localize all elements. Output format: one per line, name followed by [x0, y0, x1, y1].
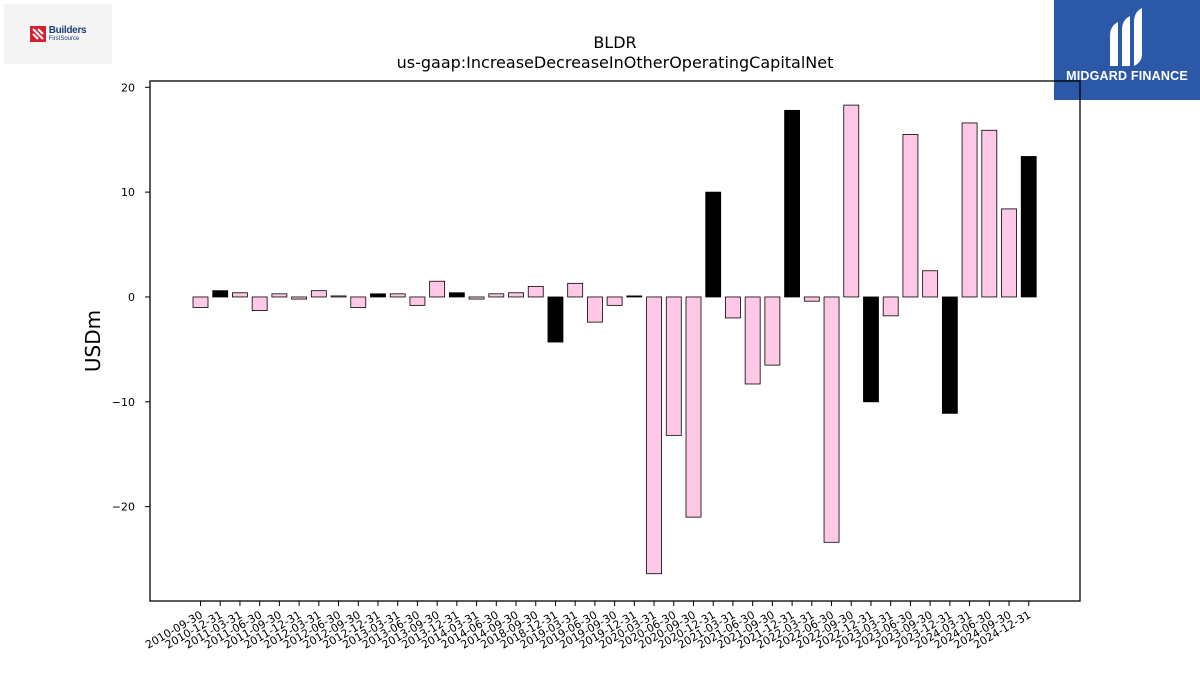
bar-2011-09-30 [271, 293, 288, 298]
bar-2013-03-31 [389, 293, 406, 298]
bar-2021-12-31 [784, 109, 800, 298]
y-axis-ticks: 20 10 0 −10 −20 [112, 81, 150, 514]
builders-firstsource-logo-icon [29, 26, 46, 42]
chart-subtitle: us-gaap:IncreaseDecreaseInOtherOperating… [397, 53, 834, 72]
bar-2024-06-30 [981, 129, 998, 298]
bar-2012-03-31 [310, 290, 327, 298]
bar-2020-03-31 [646, 296, 662, 575]
bar-2024-09-30 [1001, 208, 1017, 298]
bar-2014-06-30 [488, 293, 505, 298]
bar-2019-06-30 [587, 296, 603, 323]
bar-2023-09-30 [922, 270, 939, 298]
bar-2010-09-30 [192, 296, 209, 308]
bars-group [192, 104, 1037, 575]
bar-2023-06-30 [902, 134, 919, 298]
bar-2020-06-30 [665, 296, 682, 436]
bar-2011-12-31 [291, 296, 308, 300]
builders-logo-text: Builders [48, 25, 87, 36]
x-axis-ticks: 2010-09-302010-12-312011-03-312011-06-30… [143, 601, 1033, 652]
chart-title: BLDR [593, 33, 636, 52]
y-tick-label: −20 [112, 501, 135, 514]
y-axis-label: USDm [81, 310, 105, 372]
y-tick-label: 20 [121, 81, 135, 94]
y-tick-label: 0 [128, 291, 135, 304]
bar-2013-06-30 [409, 296, 426, 306]
bar-2024-03-31 [961, 122, 978, 298]
bar-2022-06-30 [823, 296, 840, 543]
bar-2018-12-31 [547, 296, 564, 343]
bar-2012-12-31 [370, 293, 386, 298]
midgard-finance-name: MIDGARD FINANCE [1066, 69, 1188, 83]
bar-2019-03-31 [567, 282, 584, 298]
bar-2021-06-30 [744, 296, 761, 385]
bar-2021-09-30 [764, 296, 781, 366]
firstsource-logo-text: FirstSource [48, 36, 80, 42]
bar-2014-03-31 [468, 296, 485, 300]
midgard-finance-logo-icon [1110, 8, 1142, 66]
bar-2014-09-30 [508, 292, 524, 298]
bar-2022-09-30 [843, 104, 860, 298]
bar-2020-12-31 [705, 191, 722, 298]
midgard-finance-logo: MIDGARD FINANCE [1054, 0, 1200, 100]
bar-2023-12-31 [941, 296, 958, 414]
bar-2012-09-30 [350, 296, 367, 308]
bar-2023-03-31 [882, 296, 899, 317]
bar-2010-12-31 [212, 290, 229, 298]
bar-2022-03-31 [803, 296, 820, 302]
bar-2019-12-31 [626, 295, 643, 298]
y-tick-label: 10 [121, 186, 135, 199]
bar-2013-12-31 [448, 292, 465, 298]
bar-2011-03-31 [232, 292, 248, 298]
builders-firstsource-logo: Builders FirstSource [4, 4, 112, 64]
bar-2018-09-30 [527, 286, 544, 298]
plot-frame [149, 80, 1081, 602]
y-tick-label: −10 [112, 396, 135, 409]
bar-2020-09-30 [685, 296, 702, 518]
bar-2012-06-30 [330, 295, 347, 298]
bar-2013-09-30 [429, 280, 446, 298]
bar-2024-12-31 [1020, 156, 1037, 298]
bar-2019-09-30 [606, 296, 623, 306]
bar-2021-03-31 [725, 296, 741, 319]
bar-2022-12-31 [863, 296, 879, 403]
bar-2011-06-30 [251, 296, 268, 312]
